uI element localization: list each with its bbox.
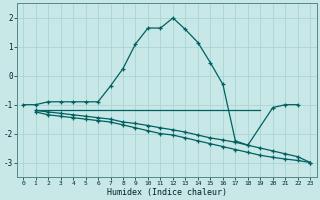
X-axis label: Humidex (Indice chaleur): Humidex (Indice chaleur) <box>107 188 227 197</box>
